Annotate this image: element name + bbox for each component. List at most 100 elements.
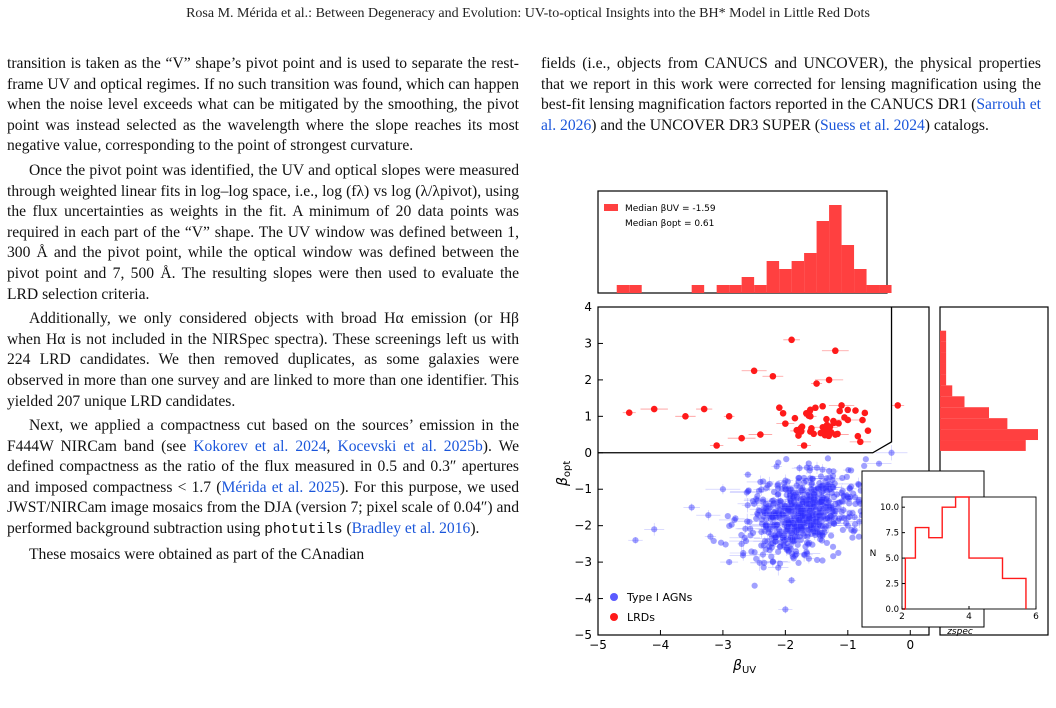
inset-y-tick-label: 0.0 [885,605,899,615]
lrd-point [841,414,848,421]
agn-point [726,559,733,566]
agn-point [836,499,843,506]
agn-point [816,480,823,487]
agn-point [793,495,800,502]
agn-point [830,520,838,527]
agn-point [832,507,839,515]
lrd-point [852,407,859,414]
agn-point [796,483,803,491]
agn-point [753,515,760,522]
legend-text: Type I AGNs [626,591,693,604]
lrd-point [769,372,777,380]
paragraph: Once the pivot point was identified, the… [7,161,519,303]
agn-point [775,459,782,466]
citation-link[interactable]: Kokorev et al. 2024 [193,437,327,455]
paragraph: Additionally, we only considered objects… [7,310,519,410]
agn-point [744,502,751,509]
agn-point [805,541,812,548]
agn-point [738,540,745,547]
top-hist-bar [879,285,892,293]
agn-point [826,480,833,488]
y-tick-label: −3 [574,555,592,569]
citation-link[interactable]: Bradley et al. 2016 [351,520,471,538]
agn-point [800,479,808,486]
agn-point [800,474,808,482]
text: Next, we applied a compactness cut based… [7,417,519,455]
agn-point [784,505,791,512]
agn-point [780,542,787,549]
text: ). [470,520,480,538]
inset-step-line [902,496,1027,610]
agn-point [832,500,839,508]
agn-point [784,478,791,485]
lrd-point [836,407,843,415]
agn-point [805,500,812,507]
agn-point [781,483,788,490]
agn-point [843,492,850,499]
agn-point [787,492,794,499]
agn-point [810,500,817,507]
agn-point [781,505,788,512]
agn-point [754,511,762,518]
figure-canvas: Median βUV = -1.59 Median βopt = 0.61 −5… [555,190,1049,676]
left-column: transition is taken as the “V” shape’s p… [7,54,519,565]
citation-link[interactable]: Suess et al. 2024 [819,116,925,134]
agn-point [751,500,758,507]
top-hist-bar [691,285,705,293]
top-hist-bar [841,245,855,293]
agn-point [826,503,833,510]
agn-point [775,548,782,555]
paragraph: fields (i.e., objects from CANUCS and UN… [541,54,1041,136]
agn-point [846,500,853,507]
citation-link[interactable]: Kocevski et al. 2025b [337,437,483,455]
agn-point [805,460,812,467]
agn-point [849,534,856,541]
agn-point [807,525,814,532]
agn-point [776,526,783,533]
agn-point [791,503,798,510]
agn-point [738,531,745,539]
x-tick-label: −1 [839,638,857,652]
right-hist-bar [940,374,947,386]
y-axis-label: βopt [555,461,573,487]
agn-point [766,547,773,554]
top-hist-bar [716,285,730,293]
agn-point [783,491,790,499]
agn-point [796,465,803,472]
citation-link[interactable]: Sarrouh et al. 2026 [541,96,1041,134]
agn-point [776,511,783,518]
x-axis-label: βUV [732,658,756,676]
agn-point [784,521,792,528]
agn-point [775,531,782,538]
inset-x-tick-label: 4 [966,612,972,622]
agn-point [760,478,767,485]
agn-point [814,556,821,564]
agn-point [792,490,799,497]
y-tick-label: 4 [584,300,592,314]
agn-point [780,532,787,539]
agn-point [769,513,776,521]
citation-link[interactable]: Mérida et al. 2025 [221,478,340,496]
text: ) and the UNCOVER DR3 SUPER ( [591,116,820,134]
agn-point [819,523,826,530]
lrd-point [738,434,745,442]
agn-point [783,456,790,463]
agn-point [862,456,869,463]
agn-point [781,522,789,529]
agn-point [759,496,767,503]
agn-point [748,548,755,555]
paragraph: transition is taken as the “V” shape’s p… [7,55,519,155]
agn-point [803,464,810,471]
agn-point [818,497,825,505]
right-hist-bar [940,341,947,353]
agn-point [861,462,868,469]
agn-point [845,466,852,474]
agn-point [844,514,851,521]
agn-point [819,531,826,538]
lrd-point [650,405,658,413]
agn-point [801,532,808,539]
agn-point [827,512,834,520]
agn-point [779,511,786,518]
agn-point [803,477,810,485]
agn-point [772,534,779,541]
